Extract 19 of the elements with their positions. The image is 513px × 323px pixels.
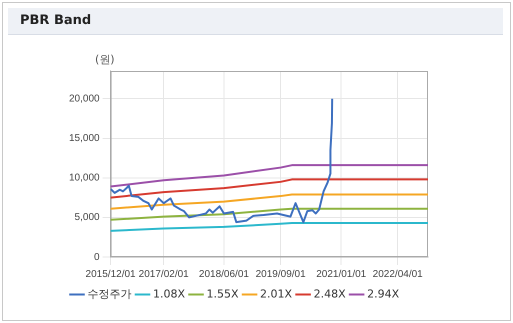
- chart-title: PBR Band: [20, 13, 92, 28]
- x-tick-label: 2018/06/01: [198, 268, 250, 280]
- legend-label: 1.08X: [153, 287, 186, 300]
- x-tick-label: 2015/12/01: [86, 268, 136, 280]
- legend-label: 1.55X: [206, 287, 240, 300]
- y-tick-label: 0: [94, 252, 100, 263]
- x-tick-label: 2021/01/01: [316, 268, 367, 280]
- legend-label: 2.94X: [367, 287, 400, 300]
- y-tick-label: 20,000: [68, 93, 100, 104]
- y-tick-label: 5,000: [74, 212, 100, 224]
- y-tick-label: 10,000: [68, 172, 100, 184]
- legend-label: 2.48X: [314, 287, 346, 300]
- y-axis-title: (원): [95, 52, 115, 67]
- x-tick-label: 2022/04/01: [372, 268, 424, 280]
- legend-label: 수정주가: [88, 287, 132, 300]
- x-tick-label: 2019/09/01: [256, 268, 306, 280]
- legend-label: 2.01X: [260, 287, 293, 300]
- x-tick-label: 2017/02/01: [138, 268, 190, 280]
- y-tick-label: 15,000: [68, 133, 100, 144]
